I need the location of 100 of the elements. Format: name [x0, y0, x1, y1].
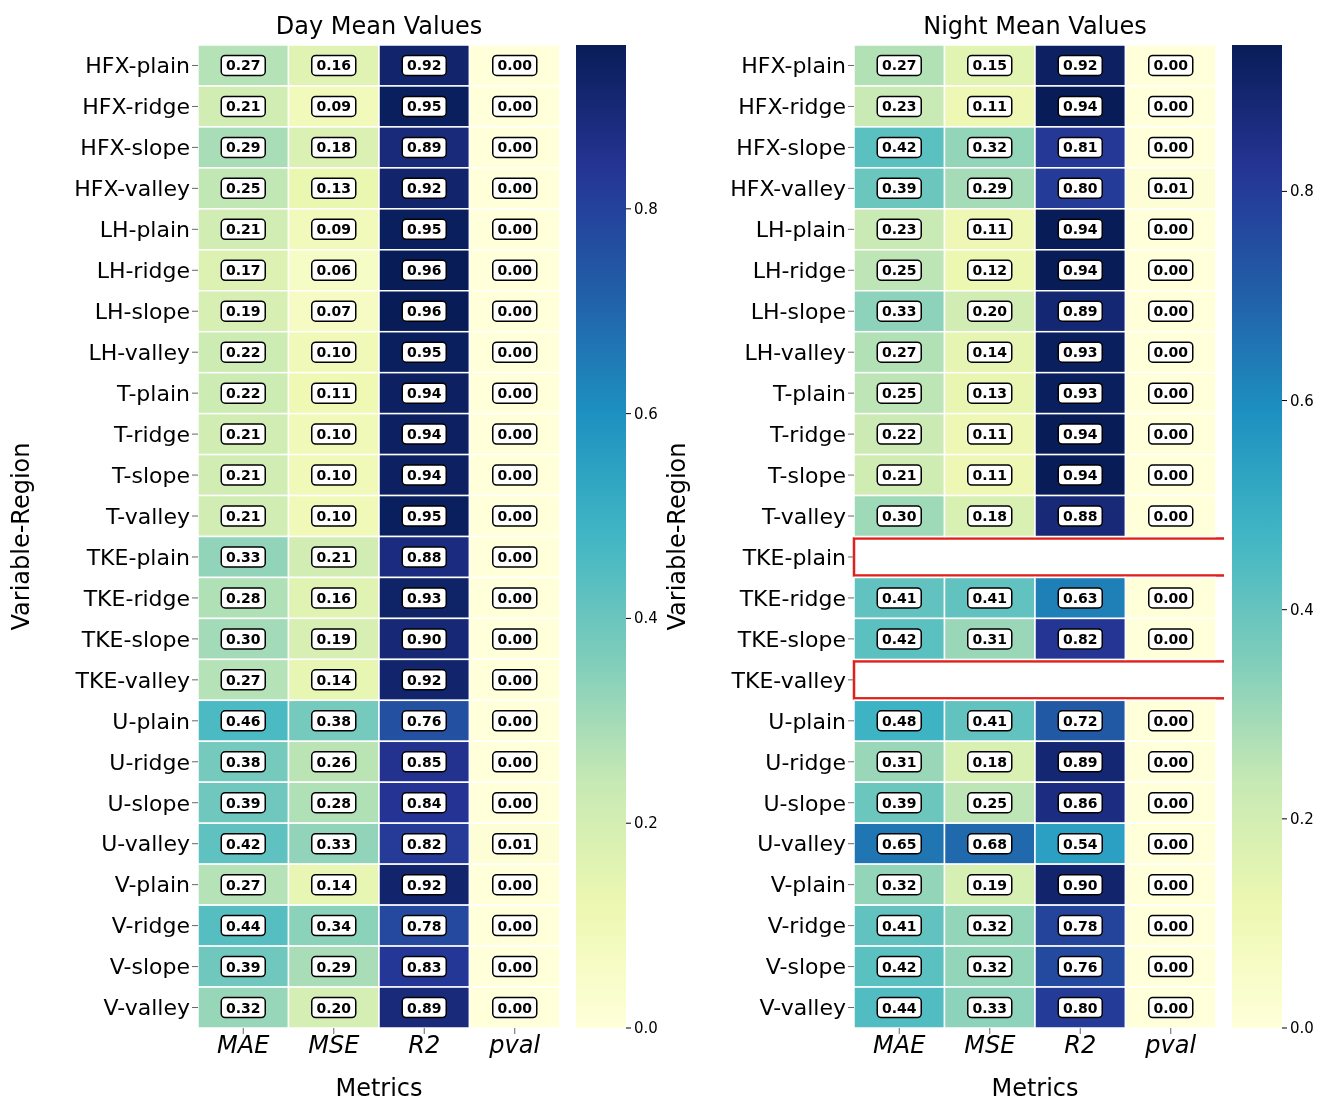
- data-label: 0.31: [972, 630, 1008, 647]
- data-label: 0.16: [316, 57, 352, 74]
- data-label: 0.42: [225, 835, 261, 852]
- data-label: 0.42: [881, 139, 917, 156]
- data-label: 0.39: [225, 794, 261, 811]
- y-tick-label: T-plain: [772, 380, 846, 406]
- data-label: 0.00: [1153, 262, 1189, 279]
- data-label: 0.39: [225, 958, 261, 975]
- data-label: 0.32: [881, 876, 917, 893]
- data-label: 0.00: [497, 712, 533, 729]
- data-label: 0.38: [316, 712, 352, 729]
- data-label: 0.27: [881, 344, 917, 361]
- data-label: 0.29: [316, 958, 352, 975]
- data-label: 0.00: [497, 671, 533, 688]
- data-label: 0.82: [406, 835, 442, 852]
- y-tick-label: HFX-plain: [741, 53, 846, 79]
- data-label: 0.10: [316, 467, 352, 484]
- data-label: 0.94: [1062, 426, 1098, 443]
- data-label: 0.10: [316, 344, 352, 361]
- data-label: 0.11: [972, 467, 1008, 484]
- data-label: 0.00: [1153, 508, 1189, 525]
- color-bar-label: 0.2: [1290, 809, 1314, 828]
- data-label: 0.00: [497, 467, 533, 484]
- data-label: 0.28: [225, 589, 261, 606]
- x-tick-label: R2: [408, 1031, 441, 1060]
- data-label: 0.00: [497, 385, 533, 402]
- data-label: 0.89: [1062, 753, 1098, 770]
- data-label: 0.65: [881, 835, 917, 852]
- y-tick-label: HFX-slope: [80, 135, 190, 161]
- data-label: 0.94: [1062, 262, 1098, 279]
- data-label: 0.13: [316, 180, 352, 197]
- data-label: 0.94: [1062, 221, 1098, 238]
- data-label: 0.95: [406, 344, 442, 361]
- data-label: 0.94: [406, 426, 442, 443]
- data-label: 0.68: [972, 835, 1008, 852]
- data-label: 0.00: [497, 958, 533, 975]
- data-label: 0.90: [1062, 876, 1098, 893]
- y-tick-label: HFX-ridge: [82, 94, 190, 120]
- data-label: 0.28: [316, 794, 352, 811]
- y-tick-label: U-plain: [768, 708, 846, 734]
- data-label: 0.01: [497, 835, 533, 852]
- data-label: 0.41: [881, 589, 917, 606]
- data-label: 0.25: [881, 385, 917, 402]
- chart-title: Day Mean Values: [274, 12, 484, 40]
- data-label: 0.00: [497, 98, 533, 115]
- data-label: 0.33: [972, 999, 1008, 1016]
- data-label: 0.21: [225, 467, 261, 484]
- data-label: 0.29: [225, 139, 261, 156]
- data-label: 0.00: [497, 753, 533, 770]
- data-label: 0.22: [225, 385, 261, 402]
- y-tick-label: HFX-slope: [736, 135, 846, 161]
- y-tick-label: HFX-valley: [74, 176, 190, 202]
- data-label: 0.44: [881, 999, 917, 1016]
- y-tick-label: U-valley: [101, 831, 190, 857]
- y-tick-label: LH-plain: [99, 217, 190, 243]
- data-label: 0.00: [1153, 630, 1189, 647]
- data-label: 0.00: [497, 794, 533, 811]
- data-label: 0.00: [497, 180, 533, 197]
- y-tick-label: T-valley: [104, 503, 190, 529]
- y-tick-label: V-valley: [103, 995, 190, 1021]
- data-label: 0.00: [1153, 876, 1189, 893]
- color-bar-label: 0.0: [634, 1019, 658, 1037]
- data-label: 0.00: [1153, 835, 1189, 852]
- chart-title: Night Mean Values: [922, 12, 1148, 40]
- data-label: 0.41: [881, 917, 917, 934]
- x-axis-title: Metrics: [335, 1074, 423, 1099]
- y-tick-label: V-slope: [765, 954, 846, 980]
- y-tick-label: TKE-plain: [85, 544, 190, 570]
- data-label: 0.25: [972, 794, 1008, 811]
- data-label: 0.33: [225, 548, 261, 565]
- data-label: 0.72: [1062, 712, 1098, 729]
- data-label: 0.34: [316, 917, 352, 934]
- y-tick-label: TKE-ridge: [82, 585, 190, 611]
- data-label: 0.00: [497, 426, 533, 443]
- data-label: 0.11: [972, 98, 1008, 115]
- data-label: 0.42: [881, 958, 917, 975]
- y-tick-label: T-valley: [760, 503, 846, 529]
- y-tick-label: U-slope: [763, 790, 846, 816]
- y-tick-label: U-ridge: [765, 749, 846, 775]
- x-tick-label: MAE: [217, 1031, 271, 1060]
- data-label: 0.17: [225, 262, 261, 279]
- data-label: 0.33: [316, 835, 352, 852]
- data-label: 0.21: [316, 548, 352, 565]
- data-label: 0.95: [406, 508, 442, 525]
- x-tick-label: pval: [1144, 1031, 1197, 1060]
- data-label: 0.00: [497, 344, 533, 361]
- y-tick-label: T-slope: [767, 462, 846, 488]
- y-tick-label: T-ridge: [769, 421, 846, 447]
- data-label: 0.39: [881, 794, 917, 811]
- data-label: 0.92: [406, 671, 442, 688]
- data-label: 0.14: [316, 876, 352, 893]
- x-tick-label: pval: [488, 1031, 541, 1060]
- data-label: 0.06: [316, 262, 352, 279]
- data-label: 0.80: [1062, 999, 1098, 1016]
- data-label: 0.19: [972, 876, 1008, 893]
- x-tick-label: MSE: [308, 1031, 361, 1060]
- data-label: 0.22: [881, 426, 917, 443]
- y-tick-label: TKE-valley: [730, 667, 846, 693]
- data-label: 0.01: [1153, 180, 1189, 197]
- data-label: 0.00: [1153, 712, 1189, 729]
